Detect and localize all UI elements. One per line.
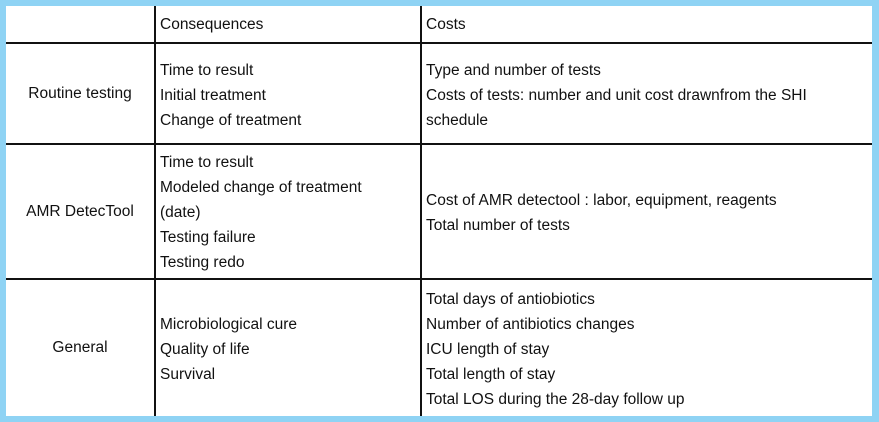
cost-item: Costs of tests: number and unit cost dra… bbox=[426, 87, 807, 104]
cost-item: Total length of stay bbox=[426, 366, 556, 383]
consequence-item: Microbiological cure bbox=[160, 316, 297, 333]
comparison-table: Consequences Costs Routine testing Time … bbox=[6, 6, 872, 416]
cost-item: schedule bbox=[426, 112, 489, 129]
cost-item: Cost of AMR detectool : labor, equipment… bbox=[426, 192, 777, 209]
consequences-cell-general: Microbiological cure Quality of life Sur… bbox=[160, 312, 297, 387]
consequence-item: Initial treatment bbox=[160, 87, 266, 104]
consequence-item: Change of treatment bbox=[160, 112, 302, 129]
row-label-general: General bbox=[6, 279, 154, 416]
consequence-item: Modeled change of treatment bbox=[160, 179, 362, 196]
row-divider-1 bbox=[6, 143, 872, 145]
cost-item: Total days of antiobiotics bbox=[426, 291, 595, 308]
cost-item: Number of antibiotics changes bbox=[426, 316, 635, 333]
consequence-item: Survival bbox=[160, 366, 216, 383]
cost-item: ICU length of stay bbox=[426, 341, 550, 358]
row-label-text: General bbox=[52, 339, 108, 356]
consequence-item: Time to result bbox=[160, 154, 254, 171]
consequences-cell-amr-detectool: Time to result Modeled change of treatme… bbox=[160, 150, 362, 275]
costs-cell-general: Total days of antiobiotics Number of ant… bbox=[426, 287, 685, 412]
row-divider-2 bbox=[6, 278, 872, 280]
costs-cell-amr-detectool: Cost of AMR detectool : labor, equipment… bbox=[426, 188, 777, 238]
consequence-item: Quality of life bbox=[160, 341, 250, 358]
row-label-text: Routine testing bbox=[28, 84, 132, 102]
cost-item: Type and number of tests bbox=[426, 62, 601, 79]
column-divider-2 bbox=[420, 6, 422, 416]
consequence-item: (date) bbox=[160, 204, 201, 221]
consequence-item: Time to result bbox=[160, 62, 254, 79]
consequence-item: Testing failure bbox=[160, 229, 256, 246]
row-label-text: AMR DetecTool bbox=[26, 202, 134, 220]
cost-item: Total LOS during the 28-day follow up bbox=[426, 391, 685, 408]
row-label-amr-detectool: AMR DetecTool bbox=[6, 144, 154, 278]
header-divider bbox=[6, 42, 872, 44]
row-label-routine-testing: Routine testing bbox=[6, 43, 154, 143]
header-costs: Costs bbox=[426, 16, 466, 33]
costs-cell-routine-testing: Type and number of tests Costs of tests:… bbox=[426, 58, 807, 133]
consequences-cell-routine-testing: Time to result Initial treatment Change … bbox=[160, 58, 301, 133]
cost-item: Total number of tests bbox=[426, 217, 570, 234]
consequence-item: Testing redo bbox=[160, 254, 245, 271]
column-divider-1 bbox=[154, 6, 156, 416]
header-consequences: Consequences bbox=[160, 16, 264, 33]
